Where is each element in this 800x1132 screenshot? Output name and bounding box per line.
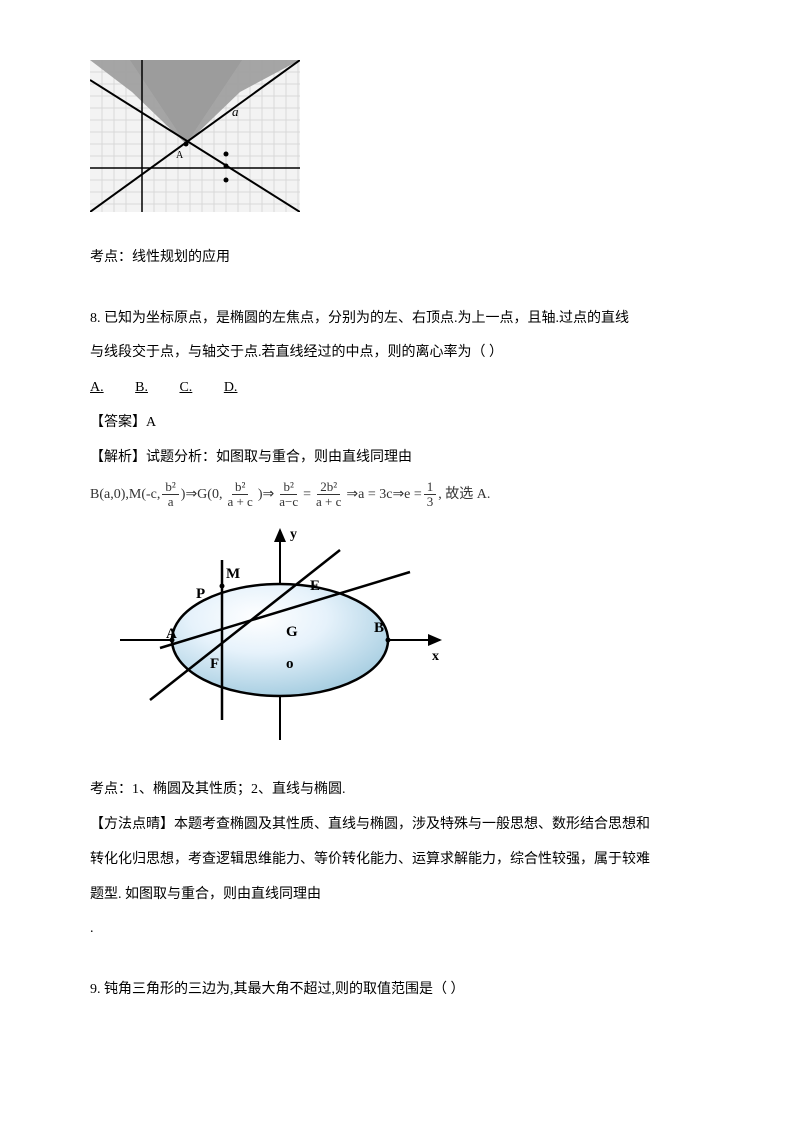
frac-3: b²a−c bbox=[276, 480, 301, 510]
frac-4: 2b²a + c bbox=[313, 480, 344, 510]
q8-stem-line2: 与线段交于点，与轴交于点.若直线经过的中点，则的离心率为（ ） bbox=[90, 338, 710, 369]
svg-text:A: A bbox=[176, 150, 184, 161]
q9-stem: 9. 钝角三角形的三边为,其最大角不超过,则的取值范围是（ ） bbox=[90, 975, 710, 1006]
svg-text:M: M bbox=[226, 566, 240, 582]
q8-answer: 【答案】A bbox=[90, 408, 710, 439]
method-line2: 转化化归思想，考查逻辑思维能力、等价转化能力、运算求解能力，综合性较强，属于较难 bbox=[90, 845, 710, 876]
method-line3: 题型. 如图取与重合，则由直线同理由 bbox=[90, 880, 710, 911]
q8-formula: B(a,0),M(-c, b²a )⇒G(0, b²a + c )⇒ b²a−c… bbox=[90, 480, 710, 511]
frac-2: b²a + c bbox=[224, 480, 255, 510]
formula-lead: B(a,0),M(-c, bbox=[90, 480, 160, 511]
q8-analysis-prefix: 【解析】试题分析：如图取与重合，则由直线同理由 bbox=[90, 443, 710, 474]
label-a: a bbox=[232, 104, 239, 119]
linear-programming-figure: a A bbox=[90, 60, 710, 225]
q8-stem-line1: 8. 已知为坐标原点，是椭圆的左焦点，分别为的左、右顶点.为上一点，且轴.过点的… bbox=[90, 304, 710, 335]
grid-svg: a A bbox=[90, 60, 300, 212]
svg-text:F: F bbox=[210, 656, 219, 672]
svg-text:o: o bbox=[286, 656, 294, 672]
option-d[interactable]: D. bbox=[224, 380, 238, 395]
frac-1: b²a bbox=[162, 480, 178, 510]
svg-text:B: B bbox=[374, 620, 384, 636]
option-b[interactable]: B. bbox=[135, 380, 148, 395]
svg-text:P: P bbox=[196, 586, 205, 602]
option-c[interactable]: C. bbox=[179, 380, 192, 395]
ellipse-svg: x y A B F o G E M P bbox=[110, 520, 450, 752]
q8-options: A. B. C. D. bbox=[90, 373, 710, 404]
svg-text:x: x bbox=[432, 649, 439, 664]
frac-5: 13 bbox=[424, 480, 437, 510]
svg-text:E: E bbox=[310, 578, 320, 594]
svg-text:G: G bbox=[286, 624, 298, 640]
topic-linear-programming: 考点：线性规划的应用 bbox=[90, 243, 710, 274]
option-a[interactable]: A. bbox=[90, 380, 104, 395]
method-line1: 【方法点晴】本题考查椭圆及其性质、直线与椭圆，涉及特殊与一般思想、数形结合思想和 bbox=[90, 810, 710, 841]
ellipse-figure: x y A B F o G E M P bbox=[110, 520, 710, 765]
topic-ellipse: 考点：1、椭圆及其性质；2、直线与椭圆. bbox=[90, 775, 710, 806]
svg-text:y: y bbox=[290, 527, 297, 542]
trailing-dot: . bbox=[90, 914, 710, 945]
